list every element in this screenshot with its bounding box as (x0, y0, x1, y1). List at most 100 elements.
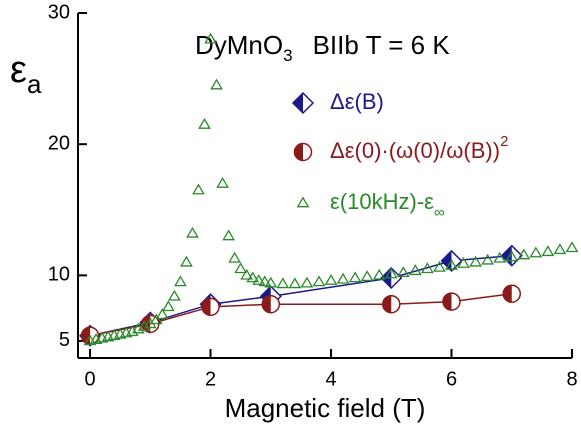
marker (125, 325, 139, 337)
marker-outline (433, 260, 446, 272)
marker (228, 251, 242, 263)
marker-outline (457, 257, 470, 268)
marker (421, 262, 434, 274)
x-tick-label: 6 (446, 368, 457, 390)
marker-outline (312, 275, 326, 287)
marker (246, 271, 260, 283)
marker-half (443, 293, 452, 311)
marker (201, 297, 220, 317)
x-tick-label: 8 (566, 368, 577, 390)
marker (168, 289, 181, 301)
marker-outline (192, 183, 205, 195)
marker-outline (210, 78, 223, 90)
marker (252, 274, 266, 285)
marker-outline (240, 268, 254, 280)
marker-outline (565, 241, 579, 253)
marker-half (262, 295, 271, 313)
marker-half (501, 245, 512, 266)
title-rest: BIIb T = 6 K (313, 30, 451, 60)
marker (433, 260, 446, 272)
marker-outline (541, 245, 555, 257)
marker-outline (264, 276, 278, 288)
marker-outline (288, 277, 302, 289)
marker (565, 241, 579, 253)
marker-outline (228, 251, 242, 263)
marker-half (382, 295, 392, 313)
marker (258, 275, 272, 287)
marker (505, 250, 519, 262)
y-tick-label: 5 (59, 329, 70, 351)
marker (234, 262, 248, 274)
x-tick-label: 0 (84, 368, 95, 390)
marker (180, 255, 193, 267)
marker-outline (421, 262, 434, 274)
marker-outline (445, 258, 458, 270)
marker (296, 196, 310, 208)
marker (396, 266, 410, 278)
marker-outline (252, 274, 266, 285)
marker-outline (149, 313, 163, 325)
marker-outline (137, 319, 151, 331)
y-tick-label: 10 (48, 264, 70, 286)
marker (291, 91, 315, 115)
marker (288, 277, 302, 289)
marker-outline (481, 253, 495, 265)
marker (240, 268, 254, 280)
marker-half (441, 250, 452, 271)
marker (174, 275, 187, 287)
marker-outline (180, 255, 193, 267)
marker (222, 229, 235, 241)
marker (348, 271, 362, 283)
marker-outline (216, 176, 229, 188)
marker-outline (222, 229, 235, 241)
marker-outline (469, 255, 482, 267)
marker-outline (161, 300, 175, 312)
marker (481, 253, 495, 265)
marker (192, 183, 205, 195)
marker (445, 258, 458, 270)
marker-outline (234, 262, 248, 274)
marker-outline (131, 322, 145, 334)
marker (155, 308, 169, 320)
marker-outline (276, 277, 290, 289)
marker-outline (204, 32, 217, 44)
marker (469, 255, 482, 267)
x-axis-label: Magnetic field (T) (225, 393, 426, 423)
marker (216, 176, 229, 188)
marker-outline (168, 289, 181, 301)
marker (502, 284, 522, 303)
marker (300, 276, 314, 288)
marker (553, 243, 567, 255)
marker (336, 272, 350, 284)
marker (382, 294, 401, 314)
marker-outline (324, 274, 338, 285)
marker-outline (396, 266, 410, 278)
marker (457, 257, 470, 268)
y-axis-label: εa (10, 49, 42, 99)
marker-outline (384, 267, 398, 279)
y-label-subscript: a (27, 69, 42, 99)
legend-script: ∞ (434, 204, 445, 221)
marker (210, 78, 223, 90)
marker (312, 275, 326, 287)
marker (529, 246, 543, 258)
marker (149, 313, 163, 325)
marker-outline (336, 272, 350, 284)
marker-half (503, 285, 512, 303)
marker (293, 142, 313, 162)
legend-text: Δε(0)·(ω(0)/ω(B)) (330, 138, 500, 163)
legend-label: ε(10kHz)-ε∞ (330, 189, 445, 221)
marker (324, 274, 338, 285)
marker (442, 292, 461, 311)
marker (198, 117, 211, 129)
marker-outline (517, 248, 531, 260)
marker (204, 32, 217, 44)
marker-outline (360, 270, 374, 281)
marker (500, 244, 523, 267)
legend-text: Δε(B) (330, 89, 384, 114)
marker (161, 300, 175, 312)
marker-outline (258, 275, 272, 287)
marker (186, 226, 199, 238)
marker (131, 322, 145, 334)
